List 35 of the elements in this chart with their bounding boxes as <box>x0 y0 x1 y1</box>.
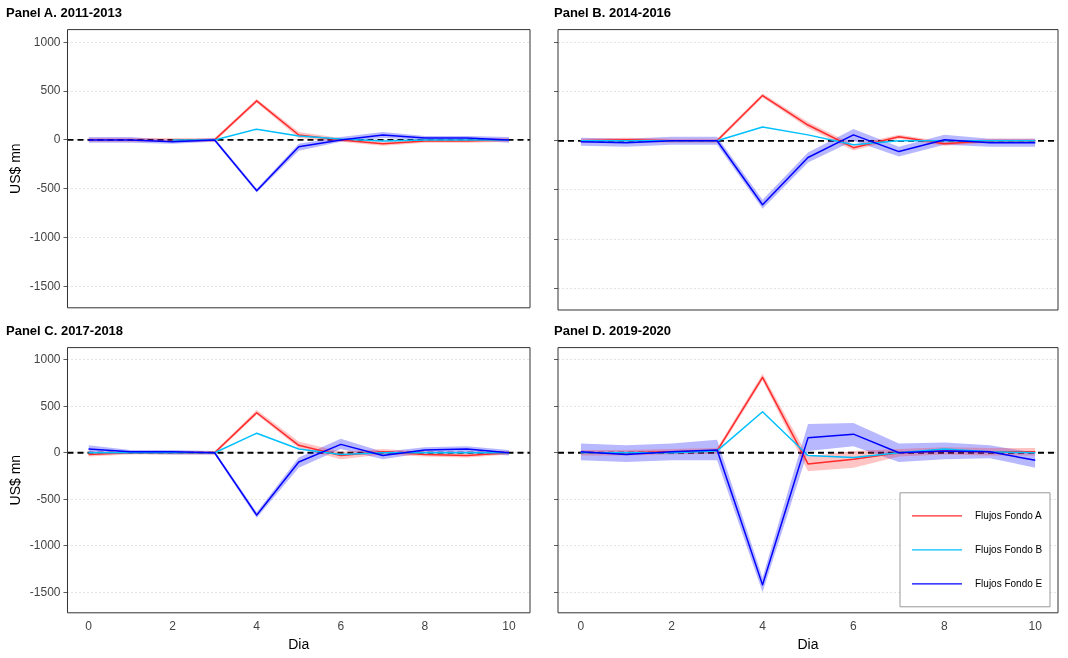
x-tick-label: 2 <box>668 619 676 634</box>
y-tick-label: 500 <box>40 398 61 413</box>
x-tick-label: 6 <box>850 619 858 634</box>
x-axis-title: Dia <box>288 636 310 653</box>
y-tick-label: -500 <box>36 181 61 196</box>
chart-title: Panel A. 2011-2013 <box>6 5 122 21</box>
legend-label: Flujos Fondo E <box>975 577 1043 589</box>
chart-title: Panel C. 2017-2018 <box>6 323 124 339</box>
chart-title: Panel B. 2014-2016 <box>554 5 672 21</box>
x-tick-label: 4 <box>759 619 767 634</box>
x-axis-title: Dia <box>797 636 819 653</box>
x-tick-label: 0 <box>85 619 93 634</box>
x-tick-label: 0 <box>577 619 585 634</box>
x-tick-label: 10 <box>502 619 516 634</box>
x-tick-label: 4 <box>253 619 261 634</box>
y-tick-label: 0 <box>53 445 61 460</box>
legend-label: Flujos Fondo B <box>975 543 1043 555</box>
x-tick-label: 2 <box>169 619 177 634</box>
y-tick-label: -1500 <box>29 278 61 293</box>
y-tick-label: 1000 <box>33 352 61 367</box>
y-axis-title: US$ mn <box>7 143 24 194</box>
y-axis-title: US$ mn <box>7 454 24 506</box>
y-tick-label: -1000 <box>29 538 61 553</box>
y-tick-label: 1000 <box>33 34 61 49</box>
x-tick-label: 8 <box>421 619 429 634</box>
x-tick-label: 8 <box>941 619 949 634</box>
y-tick-label: -500 <box>36 491 61 506</box>
x-tick-label: 10 <box>1028 619 1043 634</box>
legend-label: Flujos Fondo A <box>975 509 1043 521</box>
y-tick-label: -1000 <box>29 229 61 244</box>
y-tick-label: -1500 <box>29 584 61 599</box>
x-tick-label: 6 <box>337 619 345 634</box>
chart-title: Panel D. 2019-2020 <box>554 323 672 339</box>
y-tick-label: 500 <box>40 83 61 98</box>
y-tick-label: 0 <box>53 132 61 147</box>
